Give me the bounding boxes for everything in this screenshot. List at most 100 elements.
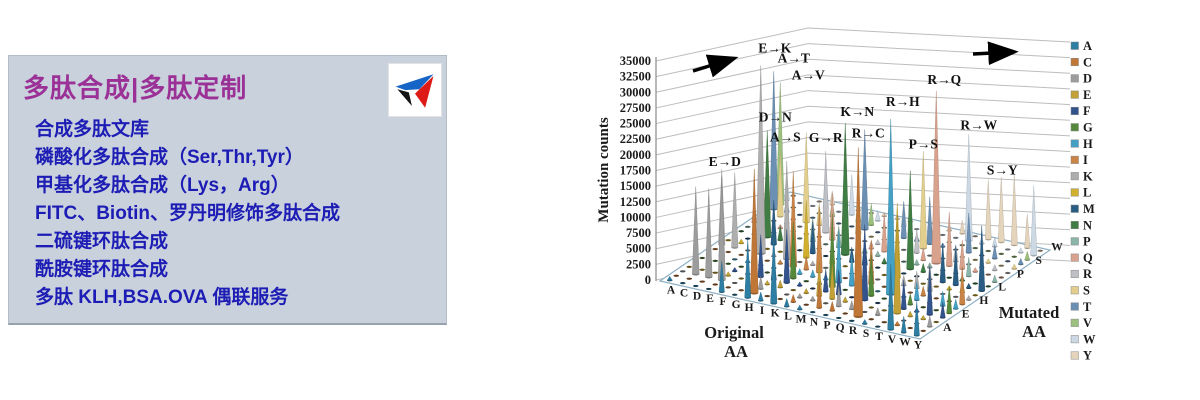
legend-swatch [1070, 253, 1079, 262]
x-tick-label: L [784, 311, 792, 323]
legend-swatch [1070, 204, 1079, 213]
z-tick-label: A [943, 322, 952, 334]
x-tick-label: G [732, 299, 741, 311]
legend-swatch [1070, 123, 1079, 132]
legend-swatch [1070, 286, 1079, 295]
peak-label: S→Y [987, 163, 1018, 178]
legend-label: C [1083, 55, 1092, 69]
legend-item: D [1070, 72, 1092, 86]
peak-label: E→K [758, 41, 792, 56]
y-tick-label: 12500 [620, 195, 651, 209]
peak-label: E→D [709, 154, 742, 169]
peak-label: R→Q [927, 72, 961, 87]
legend-label: Y [1083, 349, 1092, 363]
legend-item: L [1070, 186, 1091, 200]
legend-swatch [1070, 351, 1079, 360]
legend-label: T [1083, 300, 1092, 314]
y-tick-label: 22500 [620, 132, 651, 146]
legend-swatch [1070, 90, 1079, 99]
x-tick-label: K [771, 308, 780, 320]
legend-item: W [1070, 332, 1096, 346]
legend-swatch [1070, 302, 1079, 311]
legend-item: Q [1070, 251, 1093, 265]
legend-label: H [1083, 137, 1093, 151]
x-tick-label: D [693, 290, 701, 302]
peak-label: D→N [759, 110, 792, 125]
legend-label: Q [1083, 251, 1093, 265]
peak-label: R→W [960, 117, 997, 132]
legend-swatch [1070, 139, 1079, 148]
x-tick-label: S [863, 328, 869, 340]
legend-swatch [1070, 41, 1079, 50]
service-item[interactable]: 二硫键环肽合成 [35, 231, 169, 252]
peak-label: A→V [792, 68, 825, 83]
service-list: 合成多肽文库磷酸化多肽合成（Ser,Thr,Tyr） 甲基化多肽合成（Lys，Ar… [35, 116, 432, 312]
service-item[interactable]: 多肽 KLH,BSA.OVA 偶联服务 [35, 287, 289, 308]
legend-swatch [1070, 188, 1079, 197]
x-tick-label: Y [914, 340, 923, 352]
legend-item: P [1070, 235, 1091, 249]
y-axis-title: Mutation counts [596, 117, 612, 223]
legend-item: G [1070, 121, 1093, 135]
legend-label: G [1083, 121, 1093, 135]
y-tick-label: 2500 [626, 257, 651, 271]
z-axis-title-line1: Mutated [999, 303, 1060, 322]
peak-label: R→C [852, 125, 885, 140]
legend-item: C [1070, 55, 1092, 69]
peptide-service-panel: 多肽合成|多肽定制 合成多肽文库 磷酸化多肽合成（Ser,Thr,Tyr） 甲基化多… [8, 55, 447, 325]
y-tick-label: 20000 [620, 148, 651, 162]
peak-label: A→S [770, 129, 801, 144]
peak-label: G→R [809, 130, 843, 145]
x-tick-label: T [875, 331, 883, 343]
legend-label: R [1083, 267, 1093, 281]
legend-label: W [1083, 332, 1096, 346]
legend-label: P [1083, 235, 1091, 249]
legend-label: K [1083, 169, 1093, 183]
service-item[interactable]: 合成多肽文库 [35, 119, 150, 140]
legend-item: V [1070, 316, 1092, 330]
x-tick-label: Q [836, 322, 845, 334]
peak-label: K→N [840, 104, 874, 119]
legend-item: R [1070, 267, 1093, 281]
y-tick-label: 35000 [620, 54, 651, 68]
legend-label: I [1083, 153, 1088, 167]
x-tick-label: W [899, 337, 911, 349]
legend-swatch [1070, 155, 1079, 164]
service-item[interactable]: 磷酸化多肽合成（Ser,Thr,Tyr） [35, 147, 304, 168]
legend-label: F [1083, 104, 1091, 118]
y-tick-label: 7500 [626, 226, 651, 240]
legend-item: E [1070, 88, 1091, 102]
x-tick-label: I [760, 305, 765, 317]
legend-swatch [1070, 172, 1079, 181]
x-tick-label: E [706, 293, 714, 305]
x-axis-title-line2: AA [724, 342, 748, 361]
legend-swatch [1070, 58, 1079, 67]
x-tick-label: V [888, 334, 897, 346]
peak-label: P→S [909, 136, 938, 151]
legend-label: N [1083, 218, 1092, 232]
z-tick-label: E [962, 308, 970, 320]
peak-label: R→H [886, 94, 920, 109]
legend-label: E [1083, 88, 1091, 102]
legend-swatch [1070, 106, 1079, 115]
legend-swatch [1070, 74, 1079, 83]
y-tick-label: 32500 [620, 70, 651, 84]
service-item[interactable]: 甲基化多肽合成（Lys，Arg） [35, 175, 290, 196]
z-axis-title-line2: AA [1022, 322, 1046, 341]
legend-item: A [1070, 39, 1092, 53]
service-item[interactable]: 酰胺键环肽合成 [35, 259, 169, 280]
legend-item: K [1070, 169, 1093, 183]
z-tick-label: P [1017, 268, 1024, 280]
y-tick-label: 25000 [620, 117, 651, 131]
peak-labels: S→Y R→W A→V A→T A→S P→S G→R R→Q D→N K→N E→K R→H E→D R… [709, 41, 1018, 178]
x-tick-label: R [849, 325, 858, 337]
legend-swatch [1070, 335, 1079, 344]
service-item[interactable]: FITC、Biotin、罗丹明修饰多肽合成 [35, 203, 341, 224]
arrow-left-icon [692, 54, 739, 78]
y-tick-label: 10000 [620, 210, 651, 224]
